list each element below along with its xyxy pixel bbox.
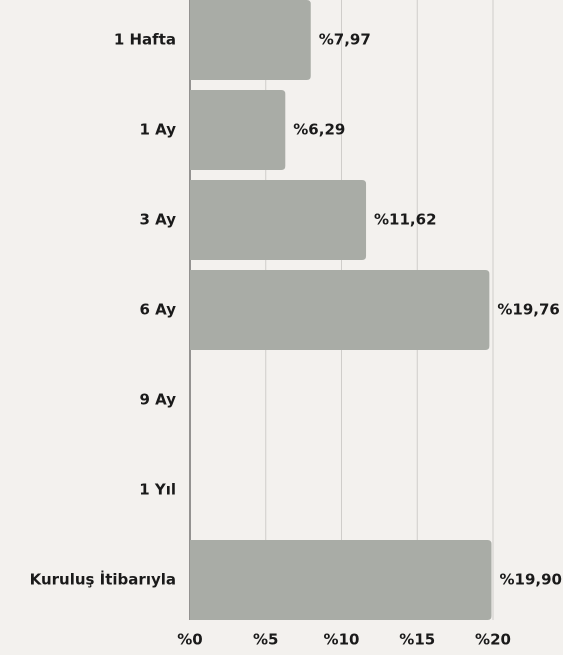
y-tick-label: 3 Ay [139, 211, 176, 229]
value-label: %19,90 [499, 571, 561, 589]
bar [190, 270, 490, 350]
bar [190, 0, 311, 80]
x-tick-label: %15 [399, 631, 435, 649]
y-tick-label: 1 Hafta [114, 31, 176, 49]
x-tick-label: %20 [475, 631, 511, 649]
value-label: %19,76 [497, 301, 559, 319]
y-tick-label: 1 Yıl [139, 481, 176, 499]
value-label: %7,97 [319, 31, 371, 49]
x-tick-label: %5 [253, 631, 278, 649]
bar [190, 540, 492, 620]
x-tick-label: %10 [324, 631, 360, 649]
y-tick-label: Kuruluş İtibarıyla [30, 570, 176, 589]
y-tick-label: 9 Ay [139, 391, 176, 409]
value-label: %6,29 [293, 121, 345, 139]
x-tick-label: %0 [177, 631, 202, 649]
y-tick-label: 6 Ay [139, 301, 176, 319]
y-tick-label: 1 Ay [139, 121, 176, 139]
bar [190, 90, 286, 170]
value-label: %11,62 [374, 211, 436, 229]
bar [190, 180, 367, 260]
